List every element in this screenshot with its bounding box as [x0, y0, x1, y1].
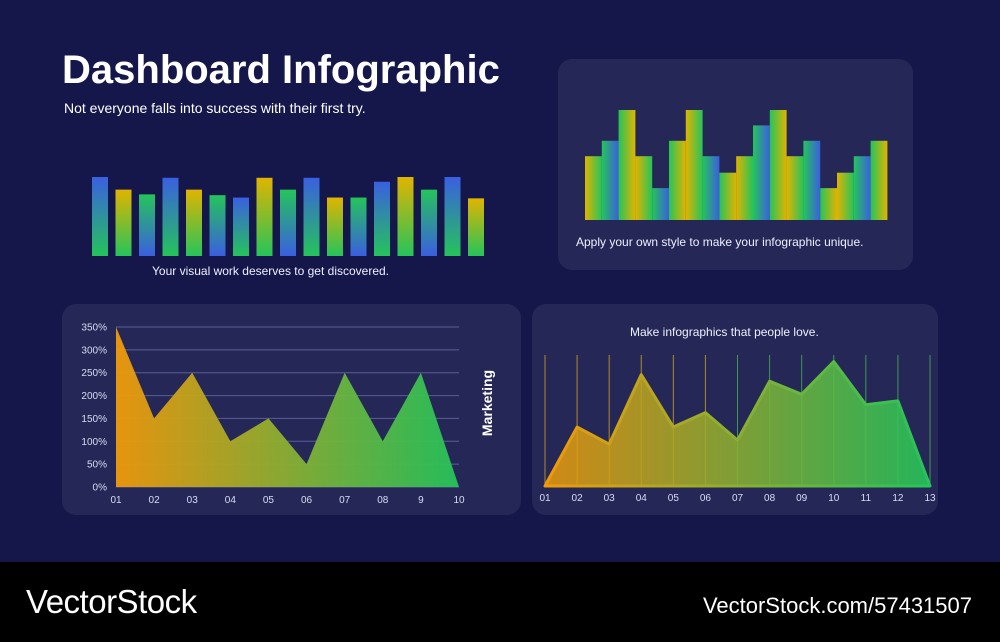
x-tick-label: 03	[187, 495, 199, 506]
bar-9	[280, 189, 296, 256]
x-tick-label: 10	[828, 493, 840, 504]
bar-1	[92, 177, 108, 256]
bar-11	[753, 125, 770, 220]
x-tick-label: 01	[110, 495, 122, 506]
bar-14	[803, 140, 821, 220]
x-tick-label: 13	[924, 493, 936, 504]
x-tick-label: 09	[796, 493, 808, 504]
x-tick-label: 10	[453, 495, 465, 506]
bar-9	[719, 172, 737, 220]
bar-16	[444, 177, 461, 256]
y-tick-label: 300%	[81, 345, 107, 356]
x-tick-label: 06	[700, 493, 712, 504]
footer-url: VectorStock.com/57431507	[702, 593, 972, 618]
bar-7	[685, 110, 703, 220]
area-series	[116, 327, 459, 487]
x-tick-label: 07	[339, 495, 351, 506]
bar-15	[820, 188, 837, 220]
caption-top-right: Apply your own style to make your infogr…	[576, 235, 864, 249]
y-tick-label: 200%	[81, 391, 107, 402]
x-tick-label: 08	[764, 493, 776, 504]
bar-5	[652, 188, 669, 220]
bar-17	[853, 156, 871, 220]
x-tick-label: 06	[301, 495, 313, 506]
x-tick-label: 03	[604, 493, 616, 504]
x-tick-label: 05	[263, 495, 275, 506]
chart-title-bottom-right: Make infographics that people love.	[630, 325, 819, 339]
page-title: Dashboard Infographic	[62, 48, 500, 92]
footer-brand: VectorStock	[26, 583, 197, 620]
bar-16	[837, 172, 854, 220]
y-tick-label: 350%	[81, 323, 107, 334]
bar-12	[769, 110, 787, 220]
x-tick-label: 02	[572, 493, 584, 504]
bar-8	[256, 177, 273, 256]
bar-18	[870, 140, 888, 220]
x-tick-label: 04	[636, 493, 648, 504]
x-tick-label: 05	[668, 493, 680, 504]
bar-10	[736, 156, 753, 220]
x-tick-label: 9	[418, 495, 424, 506]
bar-chart-top-right	[585, 110, 888, 220]
bar-2	[601, 140, 619, 220]
bar-4	[162, 177, 179, 256]
bar-4	[635, 156, 653, 220]
y-tick-label: 100%	[81, 437, 107, 448]
x-tick-label: 12	[892, 493, 904, 504]
bar-2	[115, 189, 132, 256]
footer-bar	[0, 562, 1000, 642]
bar-chart-top-left	[92, 177, 484, 256]
area-chart-bottom-left: 0% 50% 100% 150% 200% 250% 300% 350% 01 02 03 04 05 0…	[81, 323, 465, 507]
bar-10	[303, 177, 320, 256]
bar-7	[233, 197, 249, 256]
y-tick-label: 0%	[93, 483, 108, 494]
x-tick-label: 04	[225, 495, 237, 506]
bar-11	[327, 197, 343, 256]
y-tick-label: 50%	[87, 460, 107, 471]
bar-6	[669, 140, 686, 220]
bar-3	[139, 194, 155, 256]
x-tick-label: 07	[732, 493, 744, 504]
x-tick-label: 01	[539, 493, 551, 504]
area-series	[543, 360, 932, 488]
bar-12	[350, 197, 367, 256]
x-tick-label: 08	[377, 495, 389, 506]
x-tick-label: 02	[149, 495, 161, 506]
bar-5	[186, 189, 202, 256]
y-tick-label: 150%	[81, 414, 107, 425]
bar-17	[468, 198, 484, 256]
y-tick-label: 250%	[81, 368, 107, 379]
dashboard-canvas: Dashboard Infographic Not everyone falls…	[62, 48, 938, 515]
x-tick-label: 11	[861, 493, 872, 504]
caption-top-left: Your visual work deserves to get discove…	[152, 264, 390, 278]
bar-8	[702, 156, 720, 220]
bar-3	[618, 110, 636, 220]
bar-14	[397, 177, 414, 256]
page-subtitle: Not everyone falls into success with the…	[64, 100, 366, 116]
bar-13	[374, 181, 390, 256]
bar-15	[421, 189, 437, 256]
bar-1	[585, 156, 602, 220]
bar-6	[209, 195, 226, 256]
bar-13	[786, 156, 804, 220]
area-chart-bottom-right: 01 02 03 04 05 06 07 08 09 10 11 12 13	[539, 355, 936, 504]
